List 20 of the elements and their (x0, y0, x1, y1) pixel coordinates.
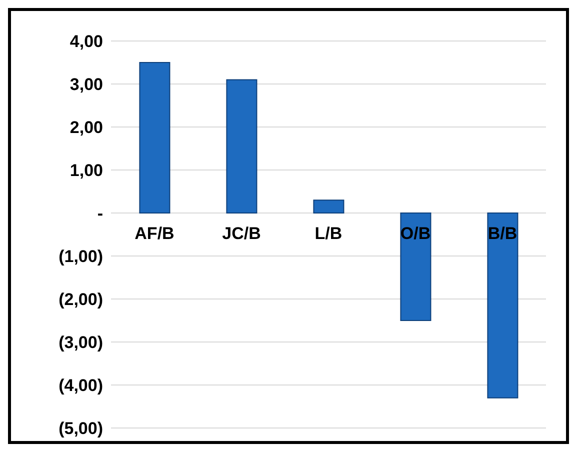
bar (400, 212, 432, 321)
bar (139, 62, 170, 214)
y-tick-label: 1,00 (70, 161, 103, 180)
y-tick-label: (5,00) (58, 419, 103, 438)
y-tick-label: 3,00 (70, 75, 103, 94)
y-tick-label: (3,00) (58, 333, 103, 352)
y-tick-label: 4,00 (70, 32, 103, 52)
y-tick-label: (4,00) (58, 376, 103, 396)
x-tick-label: AF/B (134, 224, 174, 243)
x-tick-label: L/B (314, 224, 342, 243)
bar (313, 200, 344, 214)
x-tick-label: O/B (400, 224, 431, 243)
bar (226, 79, 258, 214)
y-tick-label: 2,00 (70, 118, 103, 138)
y-tick-label: - (97, 204, 103, 224)
y-tick-label: (1,00) (58, 247, 103, 266)
y-tick-label: (2,00) (58, 290, 103, 310)
x-tick-label: B/B (488, 224, 518, 243)
bar (487, 212, 518, 398)
x-tick-label: JC/B (222, 224, 261, 243)
